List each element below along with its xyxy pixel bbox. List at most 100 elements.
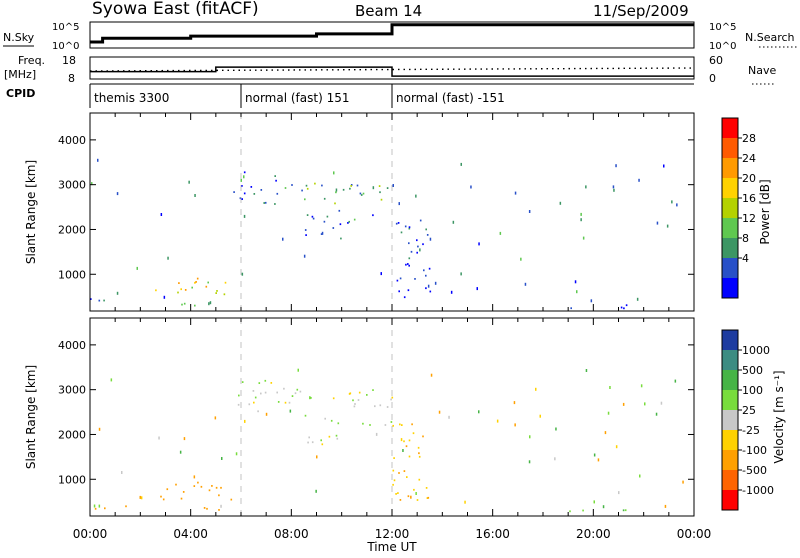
colorbar-frame	[721, 329, 739, 511]
vel-cell	[405, 445, 408, 448]
vel-cell	[139, 495, 141, 499]
power-cell	[284, 187, 287, 189]
vel-cell	[496, 419, 499, 423]
colorbar-swatch	[722, 118, 738, 139]
vel-cell	[253, 401, 255, 404]
power-cell	[116, 291, 119, 295]
power-cell	[243, 175, 245, 179]
power-cell	[359, 192, 362, 195]
colorbar-tick-label: 4	[742, 252, 749, 265]
vel-cell	[310, 397, 312, 399]
vel-cell	[539, 414, 541, 418]
x-tick-label: 00:00	[677, 527, 712, 541]
power-cell	[311, 215, 314, 218]
power-cell	[276, 192, 279, 195]
vel-cell	[211, 485, 213, 487]
power-cell	[386, 187, 389, 189]
power-cell	[514, 191, 517, 195]
power-cell	[274, 203, 276, 205]
vel-cell	[528, 460, 531, 464]
power-cell	[205, 285, 208, 288]
power-cell	[666, 224, 669, 228]
power-cell	[450, 290, 453, 294]
power-cell	[408, 227, 411, 230]
vel-cell	[430, 373, 433, 377]
power-cell	[160, 213, 163, 216]
vel-cell	[160, 495, 162, 498]
power-cell	[623, 307, 625, 310]
power-cell	[422, 243, 424, 246]
vel-cell	[392, 483, 394, 486]
vel-cell	[674, 379, 677, 383]
power-cell	[184, 289, 187, 291]
vel-cell	[264, 391, 267, 394]
power-cell	[408, 226, 411, 229]
vel-cell	[258, 382, 261, 384]
colorbar-tick-label: 28	[742, 132, 756, 145]
colorbar-swatch	[722, 350, 738, 371]
vel-cell	[337, 422, 340, 425]
power-cell	[426, 234, 429, 236]
power-cell	[429, 290, 432, 293]
freq-label: Freq.	[18, 54, 45, 67]
power-cell	[334, 202, 336, 205]
vel-cell	[248, 403, 251, 406]
nsky-tick-bottom: 10^0	[52, 41, 79, 52]
power-cell	[380, 272, 382, 276]
power-cell	[253, 193, 256, 195]
power-cell	[216, 290, 218, 292]
colorbar-tick-label: 1000	[742, 344, 770, 357]
vel-cell	[655, 412, 658, 416]
vel-cell	[604, 431, 607, 435]
power-cell	[239, 197, 242, 200]
colorbar-tick-label: 100	[742, 384, 763, 397]
vel-cell	[397, 492, 399, 494]
power-cell	[347, 222, 349, 224]
vel-cell	[265, 412, 268, 416]
vel-cell	[391, 396, 394, 399]
power-cell	[342, 188, 345, 191]
power-cell	[301, 189, 303, 192]
vel-cell	[352, 399, 354, 402]
vel-cell	[104, 507, 106, 510]
power-cell	[178, 282, 180, 284]
vel-cell	[602, 505, 605, 509]
power-cell	[428, 267, 431, 270]
vel-cell	[357, 399, 360, 401]
vel-cell	[244, 419, 246, 423]
power-cell	[590, 299, 593, 303]
vel-cell	[175, 483, 177, 486]
vel-cell	[390, 398, 392, 401]
vel-cell	[294, 392, 297, 395]
power-cell	[620, 306, 623, 309]
freq-unit: [MHz]	[4, 68, 36, 81]
x-axis-label: Time UT	[366, 540, 417, 554]
power-cell	[243, 214, 246, 218]
vel-cell	[660, 401, 663, 405]
power-cell	[350, 185, 352, 187]
power-cell	[260, 189, 263, 191]
vel-cell	[353, 405, 356, 408]
power-cell	[136, 266, 138, 270]
vel-cell	[179, 450, 182, 454]
vel-cell	[206, 507, 208, 510]
power-cell	[559, 201, 562, 205]
vel-cell	[335, 434, 338, 437]
vel-cell	[182, 491, 185, 493]
power-cell	[427, 284, 430, 288]
cpid-segment-0: themis 3300	[94, 91, 169, 105]
vel-cell	[324, 417, 326, 420]
power-cell	[223, 293, 226, 296]
vel-cell	[230, 498, 233, 501]
colorbar-swatch	[722, 470, 738, 491]
power-cell	[580, 218, 582, 222]
power-cell	[636, 297, 639, 301]
vel-cell	[609, 386, 611, 389]
cpid-row: CPID themis 3300 normal (fast) 151 normal …	[6, 83, 694, 108]
colorbar-tick-label: 25	[742, 404, 756, 417]
vel-cell	[283, 387, 285, 390]
power-cell	[434, 281, 437, 285]
colorbar-tick-label: 500	[742, 364, 763, 377]
station-title: Syowa East (fitACF)	[92, 0, 259, 19]
vel-cell	[615, 445, 618, 449]
